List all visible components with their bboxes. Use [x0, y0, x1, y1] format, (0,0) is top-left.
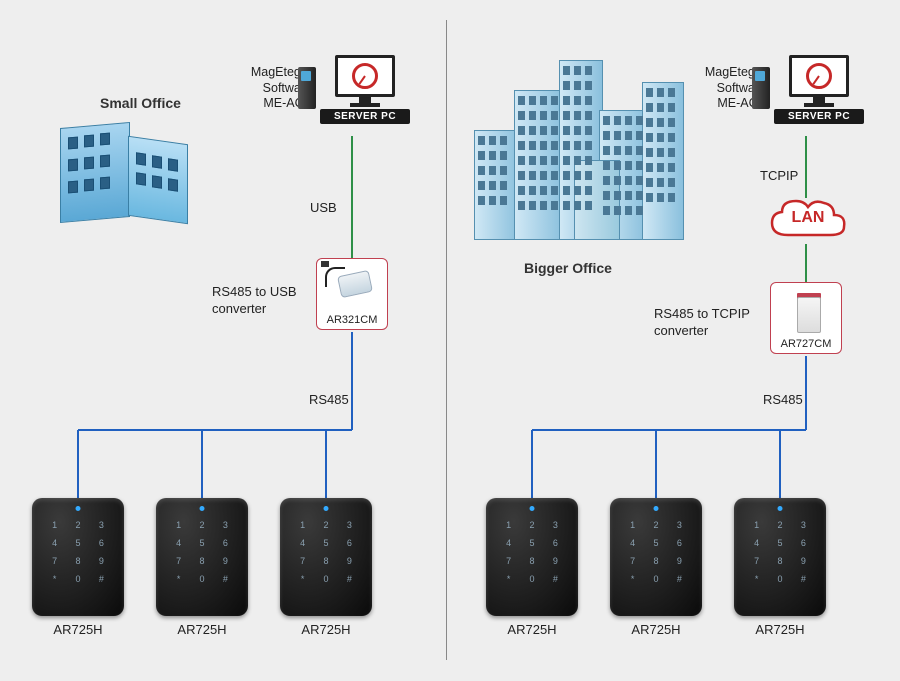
- keypad-unit: 123456789*0# AR725H: [156, 498, 248, 637]
- converter-box-right: AR727CM: [770, 282, 842, 354]
- server-pc-right: SERVER PC: [774, 55, 864, 124]
- vertical-divider: [446, 20, 447, 660]
- small-office-building-icon: [50, 115, 200, 230]
- pc-tower-icon: [752, 67, 770, 109]
- converter-box-left: AR321CM: [316, 258, 388, 330]
- keypad-device-icon: 123456789*0#: [486, 498, 578, 616]
- server-pc-label-right: SERVER PC: [774, 109, 864, 124]
- server-pc-left: SERVER PC: [320, 55, 410, 124]
- gauge-icon: [806, 63, 832, 89]
- keypad-device-icon: 123456789*0#: [156, 498, 248, 616]
- rs485-label-right: RS485: [763, 392, 803, 407]
- keypad-model-label: AR725H: [280, 622, 372, 637]
- keypad-model-label: AR725H: [734, 622, 826, 637]
- converter-label-left: RS485 to USB converter: [212, 284, 297, 318]
- bigger-office-label: Bigger Office: [524, 260, 612, 276]
- keypad-unit: 123456789*0# AR725H: [280, 498, 372, 637]
- rs485-label-left: RS485: [309, 392, 349, 407]
- keypad-unit: 123456789*0# AR725H: [610, 498, 702, 637]
- keypad-device-icon: 123456789*0#: [610, 498, 702, 616]
- usb-label: USB: [310, 200, 337, 215]
- keypad-unit: 123456789*0# AR725H: [486, 498, 578, 637]
- lan-cloud-icon: LAN: [768, 195, 848, 245]
- small-office-label: Small Office: [100, 95, 181, 111]
- keypad-model-label: AR725H: [486, 622, 578, 637]
- keypad-row-right: 123456789*0# AR725H 123456789*0# AR725H …: [486, 498, 826, 637]
- keypad-model-label: AR725H: [610, 622, 702, 637]
- keypad-device-icon: 123456789*0#: [734, 498, 826, 616]
- keypad-device-icon: 123456789*0#: [280, 498, 372, 616]
- pc-tower-icon: [298, 67, 316, 109]
- keypad-model-label: AR725H: [156, 622, 248, 637]
- tcpip-label: TCPIP: [760, 168, 798, 183]
- keypad-model-label: AR725H: [32, 622, 124, 637]
- keypad-device-icon: 123456789*0#: [32, 498, 124, 616]
- converter-label-right: RS485 to TCPIP converter: [654, 306, 750, 340]
- bigger-office-building-icon: [474, 60, 694, 250]
- converter-model-right: AR727CM: [771, 338, 841, 350]
- converter-model-left: AR321CM: [317, 314, 387, 326]
- right-panel: // generate tower windows (function(){ c…: [454, 0, 900, 681]
- keypad-unit: 123456789*0# AR725H: [734, 498, 826, 637]
- gauge-icon: [352, 63, 378, 89]
- monitor-icon: [789, 55, 849, 97]
- server-pc-label-left: SERVER PC: [320, 109, 410, 124]
- left-panel: Small Office MagEtegra Software ME-ACS S…: [0, 0, 446, 681]
- lan-label: LAN: [768, 209, 848, 227]
- monitor-icon: [335, 55, 395, 97]
- keypad-unit: 123456789*0# AR725H: [32, 498, 124, 637]
- keypad-row-left: 123456789*0# AR725H 123456789*0# AR725H …: [32, 498, 372, 637]
